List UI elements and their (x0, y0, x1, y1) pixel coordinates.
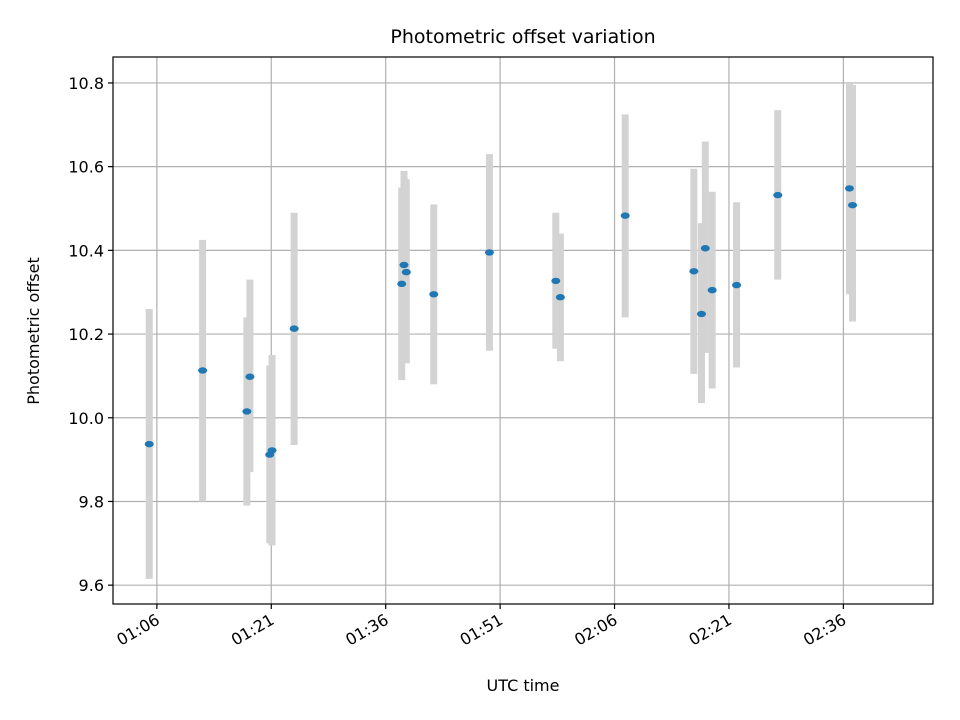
data-point (429, 291, 439, 298)
data-point (848, 201, 858, 209)
data-point (242, 408, 252, 415)
data-point (245, 373, 255, 380)
y-axis-label: Photometric offset (24, 257, 43, 405)
data-point (267, 447, 277, 454)
data-point (551, 277, 561, 285)
x-axis-label: UTC time (487, 676, 560, 695)
data-point (289, 325, 299, 332)
y-tick-label: 9.6 (79, 576, 104, 595)
data-point (555, 294, 565, 301)
data-points (144, 185, 858, 458)
data-point (773, 191, 783, 199)
y-tick-label: 10.2 (68, 325, 104, 344)
plot-frame (112, 56, 934, 605)
chart-title: Photometric offset variation (390, 26, 655, 48)
data-point (620, 212, 630, 219)
data-point (844, 185, 854, 192)
data-point (484, 249, 494, 256)
data-point (689, 268, 699, 275)
y-axis-ticks: 9.6 9.8 10.0 10.2 10.4 10.6 10.8 (68, 74, 113, 595)
data-point (397, 280, 407, 288)
data-point (700, 245, 710, 252)
data-point (696, 310, 706, 318)
data-point (707, 286, 717, 294)
data-point (144, 440, 154, 448)
data-point (732, 281, 742, 289)
y-tick-label: 10.4 (68, 241, 104, 260)
data-point (401, 268, 411, 276)
data-point (198, 367, 208, 374)
data-point (399, 261, 409, 269)
y-tick-label: 10.0 (68, 409, 104, 428)
y-tick-label: 10.8 (68, 74, 104, 93)
y-tick-label: 10.6 (68, 158, 104, 177)
y-tick-label: 9.8 (79, 492, 104, 511)
